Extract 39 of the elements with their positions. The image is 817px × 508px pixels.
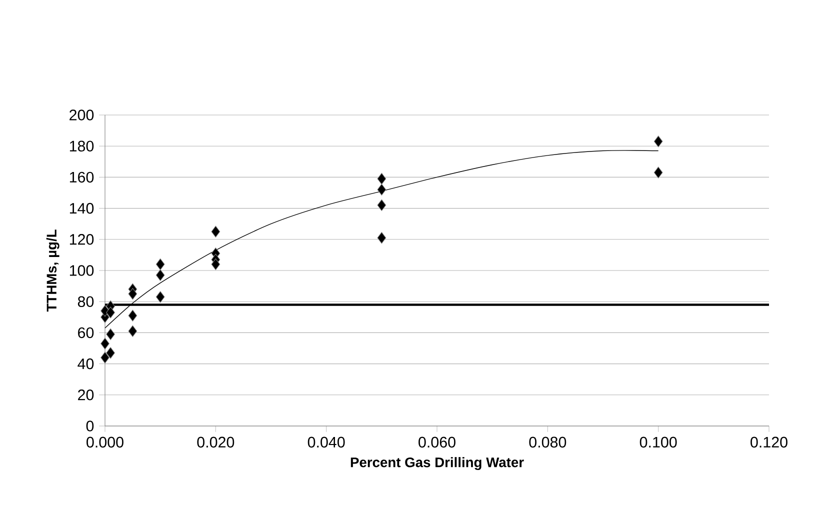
y-axis-title: TTHMs, µg/L (46, 230, 60, 312)
point (377, 232, 386, 244)
x-tick-label: 0.000 (86, 436, 124, 448)
x-tick-label: 0.060 (418, 436, 456, 448)
point (128, 325, 138, 337)
x-tick-label: 0.040 (308, 436, 345, 448)
point (100, 352, 110, 364)
y-tick-label: 60 (78, 327, 94, 338)
point (377, 199, 386, 211)
point (377, 184, 386, 196)
y-tick-label: 140 (70, 202, 94, 214)
point (211, 258, 220, 270)
y-tick-label: 40 (78, 358, 94, 370)
point (211, 226, 220, 238)
y-tick-label: 180 (70, 140, 94, 152)
x-axis-title: Percent Gas Drilling Water (350, 457, 524, 470)
y-tick-label: 100 (70, 265, 94, 276)
y-tick-label: 200 (70, 110, 94, 120)
x-tick-label: 0.080 (529, 436, 566, 448)
point (106, 306, 115, 318)
y-tick-label: 20 (78, 390, 94, 400)
x-tick-label: 0.120 (750, 436, 788, 448)
point (654, 136, 663, 148)
point (100, 338, 110, 350)
y-tick-label: 120 (70, 234, 94, 245)
point (156, 258, 165, 270)
y-tick-label: 80 (78, 296, 94, 307)
point (106, 347, 115, 359)
point (156, 291, 165, 303)
point (106, 328, 115, 340)
x-tick-label: 0.100 (640, 436, 677, 448)
y-tick-label: 160 (70, 172, 94, 183)
point (128, 288, 138, 300)
point (377, 172, 386, 185)
x-tick-label: 0.020 (197, 436, 234, 448)
point (156, 269, 165, 281)
point (654, 166, 663, 178)
point (128, 310, 138, 322)
y-tick-label: 0 (86, 420, 94, 432)
